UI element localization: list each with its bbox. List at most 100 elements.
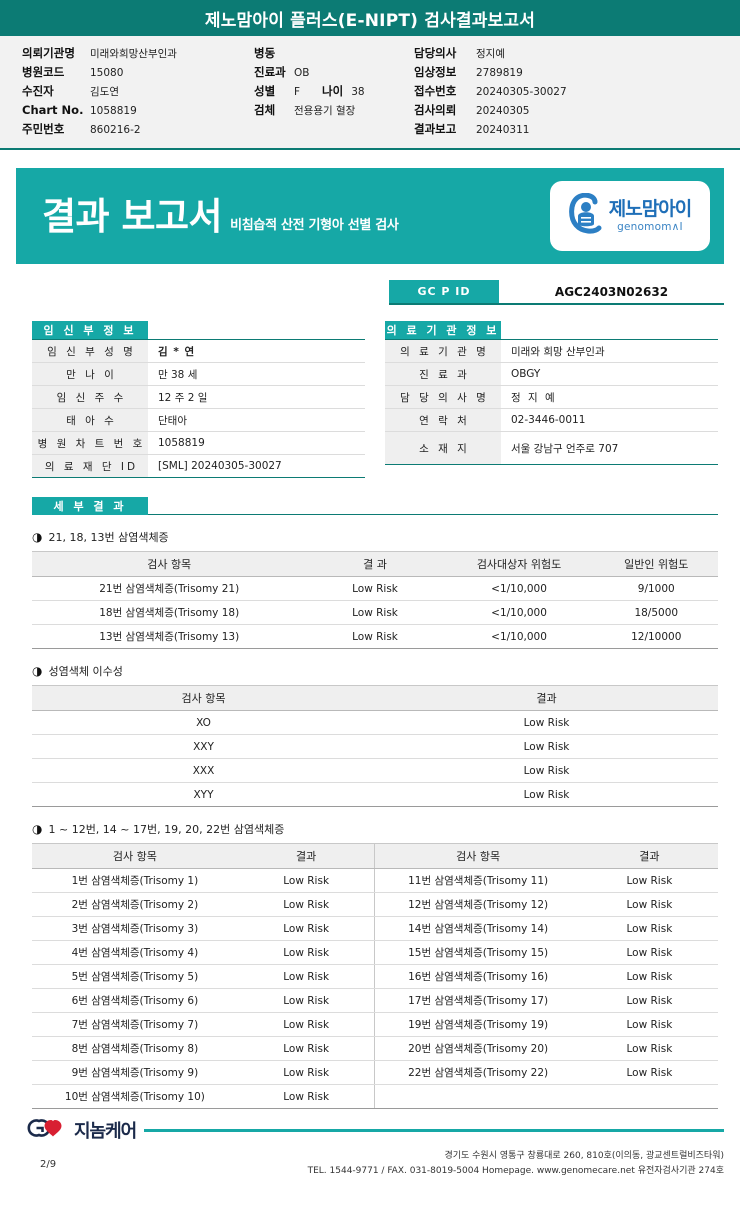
footer-divider xyxy=(144,1128,724,1132)
table-row: 의 료 기 관 명 미래와 희망 산부인과 xyxy=(385,340,718,363)
maternal-panel-header: 임 신 부 정 보 xyxy=(32,321,365,340)
column-header-result: 결 과 xyxy=(306,551,444,577)
cell-result-left: Low Risk xyxy=(237,1036,376,1061)
cell-result-left: Low Risk xyxy=(237,868,376,893)
table-row: 담 당 의 사 명 정 지 예 xyxy=(385,385,718,409)
page-footer: 지놈케어 2/9 경기도 수원시 영통구 창룡대로 260, 810호(이의동,… xyxy=(0,1117,740,1178)
logo-text-group: 제노맘아이 genomom∧I xyxy=(609,199,692,233)
table-row: 1번 삼염색체증(Trisomy 1) Low Risk 11번 삼염색체증(T… xyxy=(32,868,718,893)
cell-test-item-left: 9번 삼염색체증(Trisomy 9) xyxy=(32,1060,238,1085)
meta-row: 검사의뢰 20240305 xyxy=(414,102,714,119)
cell-test-item-left: 2번 삼염색체증(Trisomy 2) xyxy=(32,892,238,917)
document-header: 제노맘아이 플러스(E-NIPT) 검사결과보고서 xyxy=(0,0,740,36)
maternal-info-panel: 임 신 부 정 보 임 신 부 성 명 김 * 연 만 나 이 만 38 세 임… xyxy=(32,321,365,478)
logo-english-name: genomom∧I xyxy=(617,220,683,233)
table-row: 만 나 이 만 38 세 xyxy=(32,362,365,386)
gc-mark-icon xyxy=(26,1117,70,1143)
table-row: 5번 삼염색체증(Trisomy 5) Low Risk 16번 삼염색체증(T… xyxy=(32,964,718,989)
cell-test-item-right: 22번 삼염색체증(Trisomy 22) xyxy=(374,1060,581,1085)
table-row: XXY Low Risk xyxy=(32,734,718,759)
meta-value-order-date: 20240305 xyxy=(476,105,530,117)
table-row: 4번 삼염색체증(Trisomy 4) Low Risk 15번 삼염색체증(T… xyxy=(32,940,718,965)
cell-subject-risk: <1/10,000 xyxy=(443,576,595,601)
table-row: 21번 삼염색체증(Trisomy 21) Low Risk <1/10,000… xyxy=(32,576,718,601)
sex-chromosome-table: 검사 항목 결과 XO Low Risk XXY Low Risk XXX Lo… xyxy=(32,685,718,807)
institution-info-panel: 의 료 기 관 정 보 의 료 기 관 명 미래와 희망 산부인과 진 료 과 … xyxy=(385,321,718,478)
meta-row: 주민번호 860216-2 xyxy=(22,121,254,138)
meta-column-order: 담당의사 정지예 임상정보 2789819 접수번호 20240305-3002… xyxy=(414,45,714,138)
table-row: 진 료 과 OBGY xyxy=(385,362,718,386)
banner-subtitle: 비침습적 산전 기형아 선별 검사 xyxy=(230,217,399,233)
column-header-test-item: 검사 항목 xyxy=(32,685,375,711)
row-key: 의 료 기 관 명 xyxy=(385,340,501,363)
cell-result-left: Low Risk xyxy=(237,964,376,989)
maternal-info-table: 임 신 부 성 명 김 * 연 만 나 이 만 38 세 임 신 주 수 12 … xyxy=(32,340,365,478)
cell-subject-risk: <1/10,000 xyxy=(443,624,595,649)
meta-label-clinical-info: 임상정보 xyxy=(414,65,457,79)
cell-result: Low Risk xyxy=(375,782,718,807)
subsection-1-title-row: ◑ 21, 18, 13번 삼염색체증 xyxy=(32,529,718,545)
cell-test-item: 18번 삼염색체증(Trisomy 18) xyxy=(32,600,307,625)
cell-test-item-right xyxy=(374,1084,581,1109)
meta-value-hospital-code: 15080 xyxy=(90,67,124,79)
meta-label-ward: 병동 xyxy=(254,46,276,60)
meta-label-institution: 의뢰기관명 xyxy=(22,46,75,60)
row-key: 태 아 수 xyxy=(32,408,148,432)
meta-column-requester: 의뢰기관명 미래와희망산부인과 병원코드 15080 수진자 김도연 Chart… xyxy=(0,45,254,138)
meta-value-report-date: 20240311 xyxy=(476,124,530,136)
gcpid-label: GC P ID xyxy=(389,280,499,303)
meta-label-patient-name: 수진자 xyxy=(22,84,54,98)
row-key: 연 락 처 xyxy=(385,408,501,432)
cell-result-right xyxy=(580,1084,718,1109)
cell-test-item-right: 17번 삼염색체증(Trisomy 17) xyxy=(374,988,581,1013)
table-row: XYY Low Risk xyxy=(32,782,718,807)
table-row: 2번 삼염색체증(Trisomy 2) Low Risk 12번 삼염색체증(T… xyxy=(32,892,718,917)
table-row: 8번 삼염색체증(Trisomy 8) Low Risk 20번 삼염색체증(T… xyxy=(32,1036,718,1061)
genomecare-logo: 지놈케어 xyxy=(26,1117,137,1143)
cell-test-item-left: 1번 삼염색체증(Trisomy 1) xyxy=(32,868,238,893)
column-header-result-left: 결과 xyxy=(237,843,376,869)
cell-result-right: Low Risk xyxy=(580,964,718,989)
cell-test-item: XO xyxy=(32,710,375,735)
column-header-result: 결과 xyxy=(375,685,718,711)
genomecare-logo-text: 지놈케어 xyxy=(74,1121,137,1143)
row-key: 만 나 이 xyxy=(32,362,148,386)
cell-test-item-left: 10번 삼염색체증(Trisomy 10) xyxy=(32,1084,238,1109)
patient-meta-strip: 의뢰기관명 미래와희망산부인과 병원코드 15080 수진자 김도연 Chart… xyxy=(0,36,740,150)
cell-test-item-left: 3번 삼염색체증(Trisomy 3) xyxy=(32,916,238,941)
cell-test-item: XXX xyxy=(32,758,375,783)
row-value: 서울 강남구 언주로 707 xyxy=(501,431,718,465)
cell-subject-risk: <1/10,000 xyxy=(443,600,595,625)
meta-label-resident-no: 주민번호 xyxy=(22,122,65,136)
meta-value-resident-no: 860216-2 xyxy=(90,124,141,136)
subsection-2-title-row: ◑ 성염색체 이수성 xyxy=(32,663,718,679)
footer-logo-row: 지놈케어 xyxy=(26,1117,724,1143)
meta-label-report-date: 결과보고 xyxy=(414,122,457,136)
meta-value-patient-name: 김도연 xyxy=(90,86,119,98)
document-title: 제노맘아이 플러스(E-NIPT) 검사결과보고서 xyxy=(204,10,536,31)
cell-test-item: XYY xyxy=(32,782,375,807)
meta-label-accession-no: 접수번호 xyxy=(414,84,457,98)
meta-row: 병동 xyxy=(254,45,414,62)
cell-result-right: Low Risk xyxy=(580,1012,718,1037)
column-header-test-item-right: 검사 항목 xyxy=(374,843,581,869)
cell-test-item: XXY xyxy=(32,734,375,759)
column-header-result-right: 결과 xyxy=(580,843,718,869)
cell-result-left: Low Risk xyxy=(237,892,376,917)
cell-population-risk: 9/1000 xyxy=(594,576,718,601)
meta-label-sex: 성별 xyxy=(254,84,276,98)
meta-value-age: 38 xyxy=(351,86,365,98)
table-row: 태 아 수 단태아 xyxy=(32,408,365,432)
subsection-2-title: 성염색체 이수성 xyxy=(48,665,123,678)
cell-result-left: Low Risk xyxy=(237,988,376,1013)
detailed-results-title: 세 부 결 과 xyxy=(32,497,148,515)
cell-result-right: Low Risk xyxy=(580,1060,718,1085)
cell-result: Low Risk xyxy=(306,600,444,625)
subsection-3-title-row: ◑ 1 ~ 12번, 14 ~ 17번, 19, 20, 22번 삼염색체증 xyxy=(32,821,718,837)
cell-test-item-left: 6번 삼염색체증(Trisomy 6) xyxy=(32,988,238,1013)
row-value: 02-3446-0011 xyxy=(501,408,718,432)
table-row: 임 신 주 수 12 주 2 일 xyxy=(32,385,365,409)
gcpid-box: GC P ID AGC2403N02632 xyxy=(389,280,724,305)
table-row: 소 재 지 서울 강남구 언주로 707 xyxy=(385,431,718,465)
subsection-1-title: 21, 18, 13번 삼염색체증 xyxy=(48,531,169,544)
